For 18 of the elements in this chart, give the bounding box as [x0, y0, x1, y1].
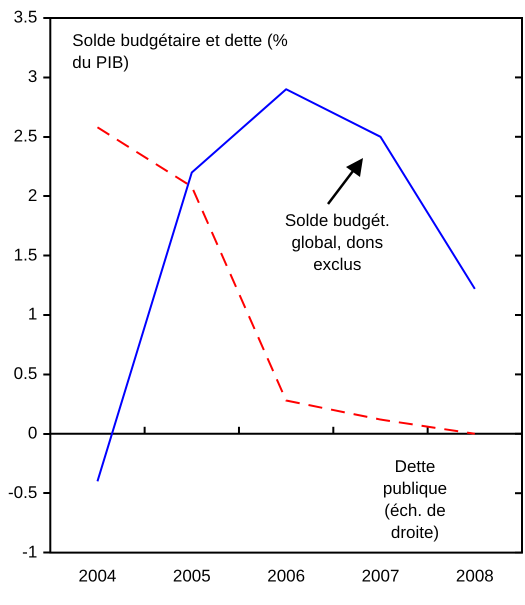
x-tick-label: 2005: [172, 566, 211, 586]
y-tick-label: 3.5: [14, 8, 38, 27]
annotation: Solde budgét. global, dons exclus: [284, 210, 391, 276]
y-tick-label: 2: [28, 186, 38, 205]
y-tick-label: 1.5: [14, 245, 38, 264]
y-tick-label: -1: [22, 542, 38, 562]
x-tick-label: 2008: [456, 566, 494, 586]
y-tick-label: 0.5: [14, 364, 38, 384]
y-tick-label: 3: [28, 67, 38, 86]
text: Solde budgétaire et dette (% du PIB): [72, 30, 289, 74]
y-tick-label: 2.5: [14, 126, 38, 146]
annotation: Dette publique (éch. de droite): [382, 456, 448, 544]
x-tick-label: 2007: [362, 566, 400, 586]
y-tick-label: 1: [28, 304, 38, 324]
x-tick-label: 2004: [78, 566, 116, 586]
y-tick-label: -0.5: [8, 482, 38, 502]
y-tick-label: 0: [28, 423, 38, 442]
x-tick-label: 2006: [267, 566, 306, 586]
